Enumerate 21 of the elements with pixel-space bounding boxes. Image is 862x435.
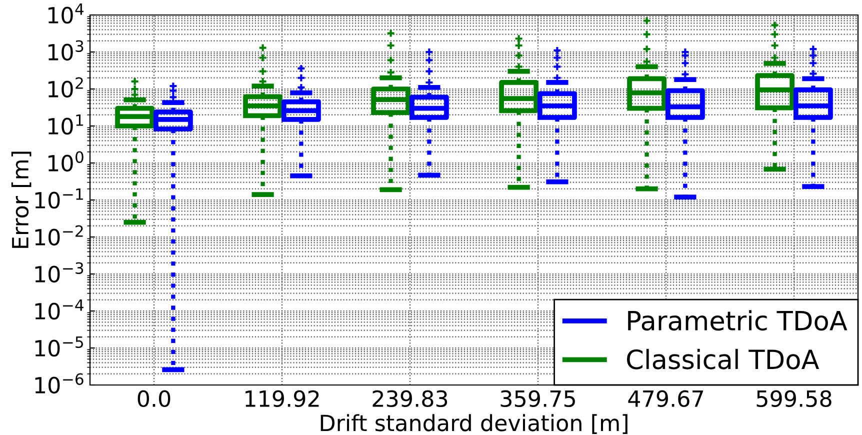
y-tick-label: 10$^{−6}$: [35, 373, 84, 394]
legend-label: Parametric TDoA: [628, 310, 848, 331]
y-axis-title: Error [m]: [11, 152, 32, 248]
y-tick-label: 10$^{2}$: [48, 77, 83, 98]
legend-label: Classical TDoA: [627, 348, 820, 370]
x-tick-label: 359.75: [500, 390, 575, 408]
y-tick-label: 10$^{0}$: [48, 151, 84, 172]
y-tick-label: 10$^{4}$: [48, 3, 84, 24]
x-axis-title: Drift standard deviation [m]: [320, 414, 628, 434]
y-tick-label: 10$^{1}$: [48, 114, 83, 135]
y-tick-label: 10$^{−3}$: [35, 262, 84, 283]
y-tick-label: 10$^{−1}$: [35, 188, 83, 209]
y-tick-label: 10$^{3}$: [48, 40, 84, 61]
x-tick-label: 119.92: [246, 390, 319, 408]
x-tick-label: 239.83: [372, 390, 448, 408]
x-tick-label: 479.67: [628, 390, 703, 408]
x-tick-label: 0.0: [138, 390, 170, 408]
y-tick-label: 10$^{−4}$: [35, 299, 84, 320]
x-tick-label: 599.58: [756, 390, 832, 408]
y-tick-label: 10$^{−2}$: [35, 225, 83, 246]
y-tick-label: 10$^{−5}$: [35, 336, 83, 357]
